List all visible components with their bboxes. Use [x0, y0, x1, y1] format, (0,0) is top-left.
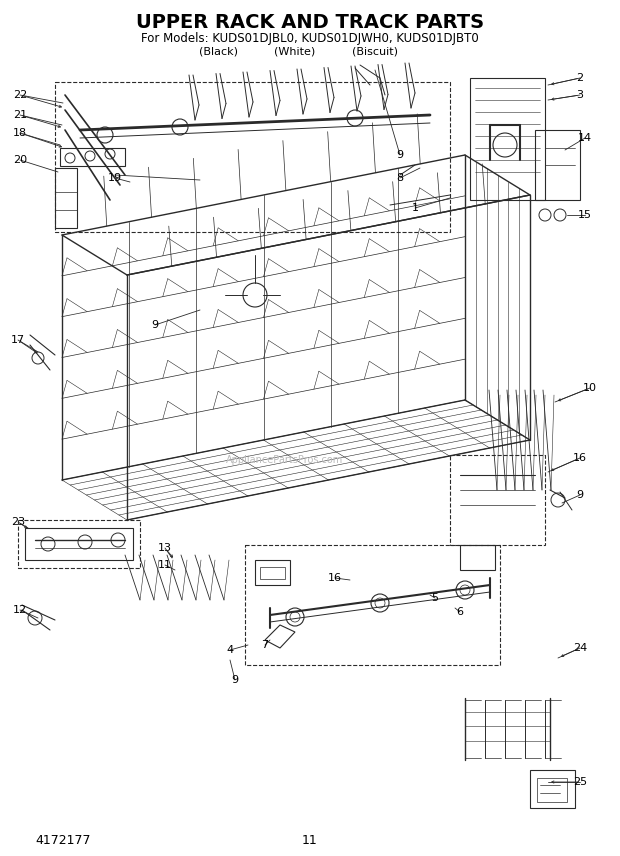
Text: 19: 19	[108, 173, 122, 183]
Text: 11: 11	[302, 834, 318, 847]
Bar	[530, 770, 575, 808]
Text: 9: 9	[396, 150, 404, 160]
Text: For Models: KUDS01DJBL0, KUDS01DJWH0, KUDS01DJBT0: For Models: KUDS01DJBL0, KUDS01DJWH0, KU…	[141, 32, 479, 45]
Bar	[55, 168, 77, 228]
Text: 1: 1	[412, 203, 418, 213]
Text: 3: 3	[577, 90, 583, 100]
Text: (Biscuit): (Biscuit)	[352, 46, 398, 56]
Text: 8: 8	[396, 173, 404, 183]
Text: 11: 11	[158, 560, 172, 570]
Text: UPPER RACK AND TRACK PARTS: UPPER RACK AND TRACK PARTS	[136, 13, 484, 32]
Bar	[60, 148, 125, 166]
Text: 4172177: 4172177	[35, 834, 91, 847]
Bar	[25, 528, 133, 560]
Text: 4: 4	[226, 645, 234, 655]
Text: 16: 16	[573, 453, 587, 463]
Text: 5: 5	[432, 593, 438, 603]
Bar	[460, 545, 495, 570]
Text: 25: 25	[573, 777, 587, 787]
Text: 15: 15	[578, 210, 592, 220]
Text: 18: 18	[13, 128, 27, 138]
Text: 10: 10	[583, 383, 597, 393]
Text: 6: 6	[456, 607, 464, 617]
Text: 17: 17	[11, 335, 25, 345]
Text: 7: 7	[262, 640, 268, 650]
Text: 23: 23	[11, 517, 25, 527]
Text: 24: 24	[573, 643, 587, 653]
Text: 9: 9	[231, 675, 239, 685]
Bar	[537, 778, 567, 802]
Bar	[255, 560, 290, 585]
Text: 9: 9	[577, 490, 583, 500]
Bar	[260, 567, 285, 579]
Text: 12: 12	[13, 605, 27, 615]
Text: 2: 2	[577, 73, 583, 83]
Text: 14: 14	[578, 133, 592, 143]
Text: 9: 9	[151, 320, 159, 330]
Text: 16: 16	[328, 573, 342, 583]
Text: 21: 21	[13, 110, 27, 120]
Text: 22: 22	[13, 90, 27, 100]
Text: (White): (White)	[275, 46, 316, 56]
Text: 20: 20	[13, 155, 27, 165]
Text: 13: 13	[158, 543, 172, 553]
Text: AppliancePartsPros.com: AppliancePartsPros.com	[226, 455, 343, 465]
Text: (Black): (Black)	[198, 46, 237, 56]
